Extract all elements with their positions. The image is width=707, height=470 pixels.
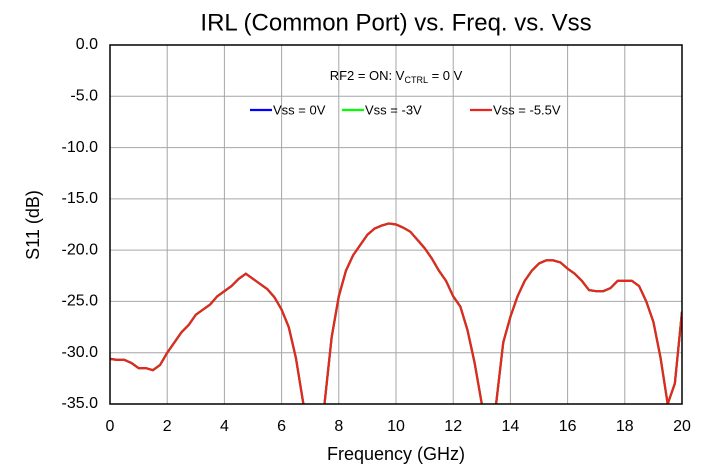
y-axis-label: S11 (dB) — [23, 190, 43, 260]
x-tick-label: 16 — [559, 418, 577, 435]
x-tick-label: 8 — [334, 418, 343, 435]
x-axis-label: Frequency (GHz) — [327, 444, 465, 464]
y-tick-label: -30.0 — [62, 344, 99, 361]
chart-title: IRL (Common Port) vs. Freq. vs. Vss — [200, 9, 591, 36]
x-tick-label: 14 — [502, 418, 520, 435]
y-tick-label: -15.0 — [62, 190, 99, 207]
annotation-text: = 0 V — [428, 68, 463, 83]
y-tick-label: -20.0 — [62, 241, 99, 258]
x-tick-label: 4 — [220, 418, 229, 435]
x-tick-label: 0 — [106, 418, 115, 435]
annotation-subscript: CTRL — [404, 75, 428, 85]
y-tick-label: -10.0 — [62, 139, 99, 156]
x-tick-label: 20 — [673, 418, 691, 435]
y-tick-label: -5.0 — [70, 88, 98, 105]
y-tick-label: -35.0 — [62, 395, 99, 412]
annotation: RF2 = ON: VCTRL = 0 V — [330, 68, 463, 85]
annotation-text: RF2 = ON: V — [330, 68, 405, 83]
x-tick-label: 12 — [444, 418, 462, 435]
legend: Vss = 0V Vss = -3V Vss = -5.5V — [250, 102, 561, 117]
legend-label: Vss = 0V — [273, 102, 326, 117]
x-tick-label: 6 — [277, 418, 286, 435]
y-tick-label: -25.0 — [62, 293, 99, 310]
plot-border — [109, 44, 683, 405]
x-tick-label: 2 — [163, 418, 172, 435]
x-tick-label: 10 — [387, 418, 405, 435]
legend-label: Vss = -3V — [365, 102, 422, 117]
x-tick-label: 18 — [616, 418, 634, 435]
legend-label: Vss = -5.5V — [493, 102, 561, 117]
data-line — [110, 222, 682, 404]
y-tick-label: 0.0 — [76, 36, 98, 53]
plot-lines — [110, 222, 682, 404]
